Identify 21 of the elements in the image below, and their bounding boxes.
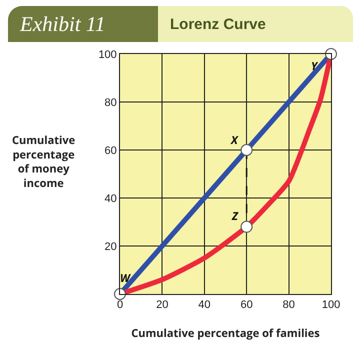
y-tick-label: 40 — [104, 192, 117, 205]
y-tick-label: 20 — [104, 240, 117, 253]
y-axis-title: Cumulative percentage of money income — [12, 133, 76, 191]
x-axis-title: Cumulative percentage of families — [131, 326, 320, 341]
y-tick-label: 80 — [104, 96, 117, 109]
annotation: Y — [311, 59, 319, 74]
x-tick-label: 0 — [116, 299, 124, 312]
x-tick-label: 80 — [282, 299, 295, 312]
point — [240, 144, 253, 156]
x-tick-label: 40 — [198, 299, 211, 312]
x-tick-label: 20 — [156, 299, 168, 312]
y-tick-label: 60 — [104, 144, 117, 157]
x-tick-label: 60 — [240, 299, 253, 312]
chart-subtitle: Lorenz Curve — [158, 6, 353, 42]
annotation: Z — [231, 209, 239, 224]
point — [240, 220, 253, 233]
annotation: X — [230, 133, 239, 148]
x-tick-label: 100 — [322, 299, 340, 312]
annotation: W — [120, 271, 131, 286]
y-tick-label: 100 — [98, 48, 117, 61]
chart-title: Exhibit 11 — [8, 6, 158, 42]
